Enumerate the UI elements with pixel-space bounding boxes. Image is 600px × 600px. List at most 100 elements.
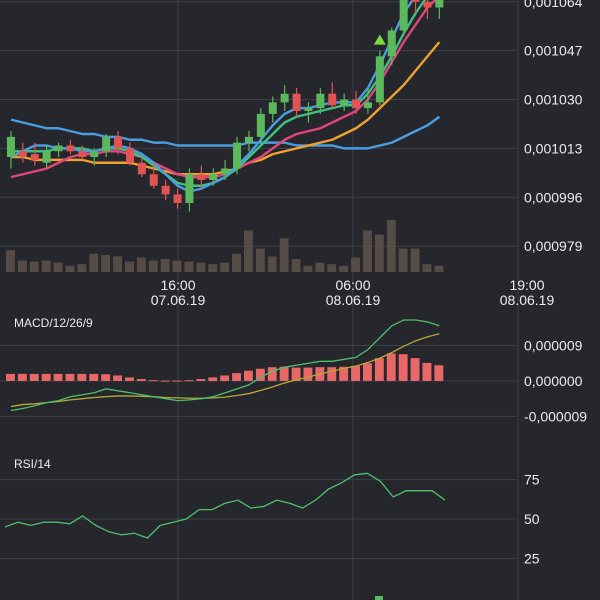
candle-body[interactable] <box>161 185 170 195</box>
macd-histogram-bar <box>41 373 51 381</box>
candle-body[interactable] <box>304 108 313 111</box>
candle-body[interactable] <box>375 56 384 103</box>
candle-body[interactable] <box>78 151 87 157</box>
price-axis-label: 0,001064 <box>524 0 583 10</box>
macd-histogram-bar <box>434 365 444 381</box>
macd-histogram-bar <box>101 374 111 381</box>
volume-bar <box>279 238 289 272</box>
candle-body[interactable] <box>411 0 420 2</box>
candle-body[interactable] <box>316 93 325 109</box>
volume-bar <box>65 265 75 272</box>
macd-histogram-bar <box>386 353 396 381</box>
volume-bar <box>410 248 420 272</box>
candle-body[interactable] <box>209 174 218 180</box>
volume-bar <box>244 230 253 272</box>
volume-bar <box>434 265 444 272</box>
volume-bar <box>303 265 313 272</box>
rsi-axis-label: 25 <box>524 550 540 566</box>
volume-bar <box>363 230 372 272</box>
macd-axis-label: 0,000000 <box>524 373 583 389</box>
volume-bar <box>291 259 301 272</box>
macd-histogram-bar <box>208 377 218 381</box>
macd-histogram-bar <box>398 354 408 381</box>
macd-histogram-bar <box>363 363 372 381</box>
volume-bar <box>422 264 432 272</box>
macd-histogram-bar <box>148 380 158 382</box>
macd-histogram-bar <box>374 358 384 381</box>
candle-body[interactable] <box>328 93 337 106</box>
macd-histogram-bar <box>244 370 253 381</box>
macd-histogram-bar <box>339 366 349 381</box>
rsi-title: RSI/14 <box>14 457 51 471</box>
time-axis-label: 06:00 <box>335 277 370 293</box>
candle-body[interactable] <box>399 0 408 31</box>
macd-histogram-bar <box>125 377 134 381</box>
rsi-line <box>4 472 446 539</box>
macd-histogram-bar <box>255 368 265 381</box>
volume-bar <box>136 257 146 272</box>
volume-bar <box>327 264 337 272</box>
candle-body[interactable] <box>137 162 146 175</box>
macd-histogram-bar <box>77 373 87 381</box>
candle-body[interactable] <box>268 102 277 114</box>
macd-histogram-bar <box>267 367 277 381</box>
candle-body[interactable] <box>256 113 265 137</box>
volume-bar <box>160 259 170 272</box>
candle-body[interactable] <box>90 151 99 157</box>
candle-body[interactable] <box>340 99 349 106</box>
date-axis-label: 08.06.19 <box>500 292 555 308</box>
candle-body[interactable] <box>280 93 289 103</box>
macd-histogram-bar <box>160 380 170 382</box>
macd-histogram-bar <box>291 367 301 381</box>
candle-body[interactable] <box>244 136 253 143</box>
candle-body[interactable] <box>387 30 396 57</box>
time-axis-label: 19:00 <box>509 277 544 293</box>
macd-histogram-bar <box>220 375 230 381</box>
candle-body[interactable] <box>125 148 134 163</box>
candle-body[interactable] <box>197 174 206 180</box>
volume-bar <box>220 262 230 272</box>
macd-signal-line <box>10 333 440 408</box>
macd-histogram-bar <box>279 366 289 381</box>
volume-bar <box>267 256 277 272</box>
candle-body[interactable] <box>173 194 182 203</box>
macd-axis-label: -0,000009 <box>524 408 587 424</box>
volume-bar <box>125 261 134 272</box>
candle-body[interactable] <box>185 174 194 203</box>
price-axis-label: 0,001013 <box>524 140 583 156</box>
candle-body[interactable] <box>423 1 432 8</box>
candle-body[interactable] <box>102 136 111 152</box>
candle-body[interactable] <box>18 151 27 157</box>
candle-body[interactable] <box>54 145 63 152</box>
candle-body[interactable] <box>292 93 301 111</box>
macd-histogram-bar <box>29 373 39 381</box>
next-panel-candle <box>375 596 383 600</box>
volume-bar <box>398 248 408 272</box>
volume-bar <box>208 264 218 272</box>
candle-body[interactable] <box>363 102 372 109</box>
volume-bar <box>101 254 111 272</box>
buy-signal-marker <box>373 34 386 45</box>
candle-body[interactable] <box>149 174 158 186</box>
candle-body[interactable] <box>435 0 444 8</box>
volume-bar <box>196 262 206 272</box>
candle-body[interactable] <box>6 136 15 157</box>
candle-body[interactable] <box>114 136 123 149</box>
moving-average-line <box>10 0 427 187</box>
candle-body[interactable] <box>352 99 361 109</box>
candle-body[interactable] <box>30 154 39 160</box>
price-axis-label: 0,000979 <box>524 238 583 254</box>
macd-histogram-bar <box>327 367 337 381</box>
rsi-axis-label: 75 <box>524 472 540 488</box>
rsi-axis-label: 50 <box>524 511 540 527</box>
candle-body[interactable] <box>221 168 230 175</box>
candle-body[interactable] <box>233 142 242 169</box>
candle-body[interactable] <box>42 151 51 163</box>
macd-histogram-bar <box>184 380 194 382</box>
volume-bar <box>184 261 194 272</box>
volume-bar <box>53 262 63 272</box>
volume-bar <box>77 264 87 272</box>
candle-body[interactable] <box>66 145 75 152</box>
